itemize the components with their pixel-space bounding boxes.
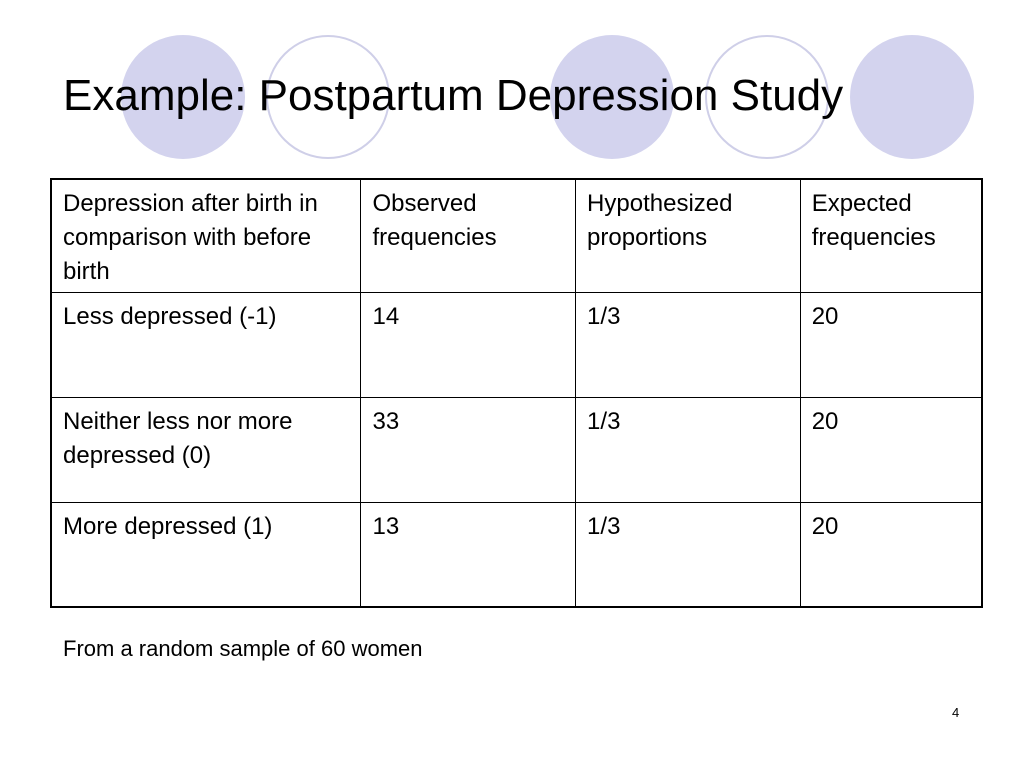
cell-expected: 20 bbox=[799, 291, 983, 398]
cell-hypothesized: 1/3 bbox=[575, 501, 801, 608]
header-cell-expected: Expected frequencies bbox=[799, 178, 983, 293]
decorative-circle-ring bbox=[266, 35, 390, 159]
cell-observed: 33 bbox=[360, 396, 577, 503]
table-row: Less depressed (-1) 14 1/3 20 bbox=[50, 291, 983, 398]
cell-category: Neither less nor more depressed (0) bbox=[50, 396, 362, 503]
decorative-circle-filled bbox=[121, 35, 245, 159]
header-cell-hypothesized: Hypothesized proportions bbox=[575, 178, 801, 293]
table-caption: From a random sample of 60 women bbox=[63, 636, 423, 661]
table-row: More depressed (1) 13 1/3 20 bbox=[50, 501, 983, 608]
decorative-circle-ring bbox=[705, 35, 829, 159]
header-cell-observed: Observed frequencies bbox=[360, 178, 577, 293]
page-number: 4 bbox=[952, 705, 960, 720]
cell-observed: 13 bbox=[360, 501, 577, 608]
decorative-circle-filled bbox=[850, 35, 974, 159]
cell-hypothesized: 1/3 bbox=[575, 396, 801, 503]
header-cell-depression-change: Depression after birth in comparison wit… bbox=[50, 178, 362, 293]
cell-expected: 20 bbox=[799, 501, 983, 608]
cell-observed: 14 bbox=[360, 291, 577, 398]
cell-category: More depressed (1) bbox=[50, 501, 362, 608]
decorative-circle-filled bbox=[550, 35, 674, 159]
cell-hypothesized: 1/3 bbox=[575, 291, 801, 398]
table-row: Neither less nor more depressed (0) 33 1… bbox=[50, 396, 983, 503]
frequency-table: Depression after birth in comparison wit… bbox=[50, 178, 983, 608]
cell-expected: 20 bbox=[799, 396, 983, 503]
cell-category: Less depressed (-1) bbox=[50, 291, 362, 398]
slide-title: Example: Postpartum Depression Study bbox=[63, 71, 844, 120]
table-header-row: Depression after birth in comparison wit… bbox=[50, 178, 983, 293]
